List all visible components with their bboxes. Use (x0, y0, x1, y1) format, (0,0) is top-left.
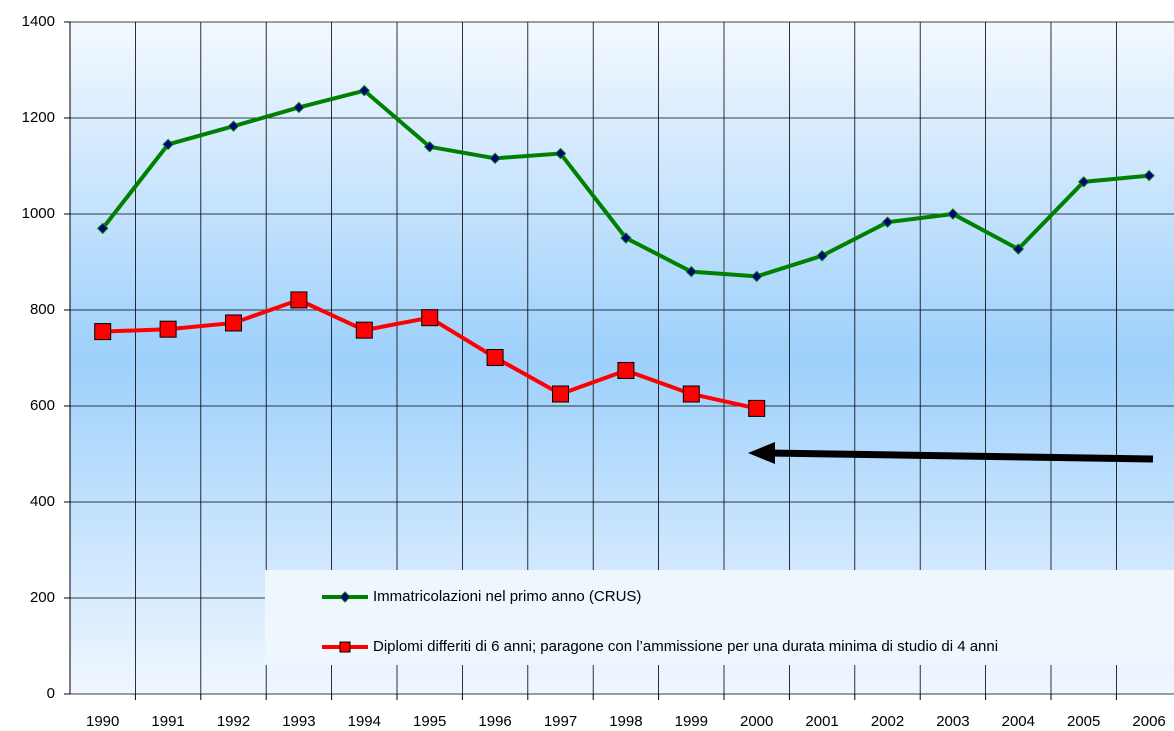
x-tick-label: 2006 (1132, 713, 1165, 730)
marker (881, 216, 894, 228)
arrow (748, 442, 1154, 464)
marker (617, 361, 635, 379)
marker (489, 152, 501, 165)
legend-label: Diplomi differiti di 6 anni; paragone co… (373, 638, 998, 655)
legend-box (265, 570, 1174, 665)
marker (682, 385, 700, 403)
y-tick-label: 200 (30, 589, 55, 606)
marker (554, 147, 567, 160)
x-tick-label: 1994 (348, 713, 381, 730)
legend-label: Immatricolazioni nel primo anno (CRUS) (373, 588, 641, 605)
marker (355, 321, 373, 339)
y-tick-label: 1400 (22, 13, 55, 30)
marker (423, 141, 436, 153)
x-tick-label: 1997 (544, 713, 577, 730)
marker (358, 84, 371, 97)
marker (1012, 243, 1025, 255)
x-tick-label: 1995 (413, 713, 446, 730)
x-tick-label: 2003 (936, 713, 969, 730)
marker (486, 349, 504, 367)
marker (339, 591, 351, 603)
marker (552, 385, 569, 403)
y-tick-label: 1200 (22, 109, 55, 126)
y-tick-label: 400 (30, 493, 55, 510)
x-tick-label: 2000 (740, 713, 773, 730)
x-tick-label: 2005 (1067, 713, 1100, 730)
y-tick-label: 0 (47, 685, 55, 702)
x-tick-label: 1996 (478, 713, 511, 730)
marker (96, 222, 109, 235)
marker (162, 138, 174, 151)
marker (1143, 169, 1155, 182)
y-tick-label: 1000 (22, 205, 55, 222)
x-tick-label: 1993 (282, 713, 315, 730)
marker (94, 323, 112, 341)
x-tick-label: 2004 (1002, 713, 1035, 730)
x-tick-label: 2002 (871, 713, 904, 730)
marker (620, 232, 632, 244)
x-tick-label: 1998 (609, 713, 642, 730)
marker (1077, 176, 1090, 188)
marker (421, 309, 439, 327)
marker (816, 250, 828, 262)
marker (159, 320, 177, 338)
marker (947, 208, 959, 220)
y-tick-label: 800 (30, 301, 55, 318)
x-tick-label: 1990 (86, 713, 119, 730)
marker (748, 399, 766, 417)
marker (339, 641, 351, 653)
x-tick-label: 2001 (805, 713, 838, 730)
x-tick-label: 1991 (151, 713, 184, 730)
x-tick-label: 1999 (675, 713, 708, 730)
marker (225, 314, 242, 332)
marker (293, 101, 305, 114)
marker (227, 120, 240, 132)
y-tick-label: 600 (30, 397, 55, 414)
marker (685, 265, 698, 278)
marker (750, 270, 763, 283)
marker (290, 291, 308, 309)
x-tick-label: 1992 (217, 713, 250, 730)
